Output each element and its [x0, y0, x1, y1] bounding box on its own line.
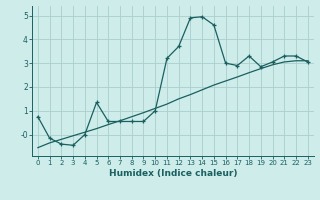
X-axis label: Humidex (Indice chaleur): Humidex (Indice chaleur): [108, 169, 237, 178]
